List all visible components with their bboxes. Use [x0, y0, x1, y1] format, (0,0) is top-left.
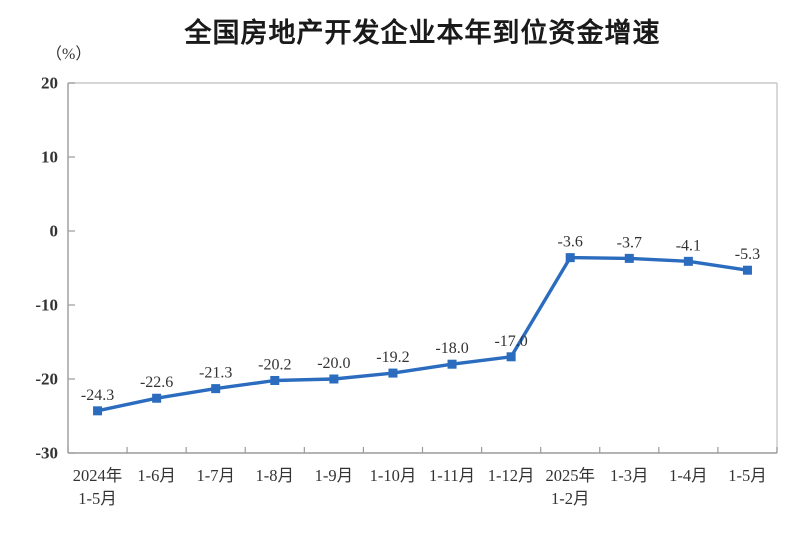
data-point-label: -3.6: [558, 234, 583, 251]
x-axis-category-label: 1-8月: [256, 466, 295, 485]
data-point-label: -4.1: [676, 237, 701, 254]
data-point-label: -17.0: [494, 333, 527, 350]
data-point-marker: [152, 393, 162, 403]
data-point-marker: [270, 375, 280, 385]
y-axis-unit-label: （%）: [46, 46, 92, 63]
series-line: [95, 255, 750, 413]
x-axis-category-label: 1-3月: [610, 466, 649, 485]
x-axis-category-label: 1-5月: [78, 489, 117, 508]
data-point-marker: [388, 368, 398, 378]
data-point-marker: [624, 253, 634, 263]
y-axis-tick-label: -20: [35, 370, 58, 389]
data-point-label: -5.3: [735, 246, 760, 263]
data-point-label: -19.2: [376, 349, 409, 366]
data-point-marker: [683, 256, 693, 266]
y-axis-tick-label: -10: [35, 296, 58, 315]
x-axis-category-label: 2024年: [73, 466, 123, 485]
x-axis-category-label: 1-7月: [196, 466, 235, 485]
data-point-label: -20.2: [258, 356, 291, 373]
data-point-marker: [211, 384, 221, 394]
x-axis-category-label: 1-5月: [728, 466, 767, 485]
data-point-marker: [329, 374, 339, 384]
y-axis-tick-label: 20: [41, 74, 58, 93]
x-axis-category-label: 1-11月: [429, 466, 475, 485]
data-point-marker: [93, 406, 103, 416]
data-point-label: -18.0: [435, 340, 468, 357]
x-axis-category-label: 2025年: [545, 466, 595, 485]
x-axis-category-label: 1-12月: [488, 466, 535, 485]
data-point-label: -24.3: [81, 387, 114, 404]
y-axis-tick-label: -30: [35, 444, 58, 463]
data-point-label: -22.6: [140, 374, 173, 391]
x-axis-category-label: 1-2月: [551, 489, 590, 508]
y-axis-tick-label: 0: [50, 222, 59, 241]
data-point-label: -21.3: [199, 365, 232, 382]
y-axis-tick-label: 10: [41, 148, 58, 167]
data-point-marker: [506, 352, 516, 362]
data-point-marker: [565, 253, 575, 263]
x-axis-category-label: 1-4月: [669, 466, 708, 485]
data-point-label: -20.0: [317, 355, 350, 372]
chart-title: 全国房地产开发企业本年到位资金增速: [184, 18, 661, 48]
data-point-label: -3.7: [617, 234, 642, 251]
x-axis-category-label: 1-9月: [315, 466, 354, 485]
data-point-marker: [447, 359, 457, 369]
x-axis-category-label: 1-6月: [137, 466, 176, 485]
data-point-marker: [742, 265, 752, 275]
x-axis-category-label: 1-10月: [370, 466, 417, 485]
